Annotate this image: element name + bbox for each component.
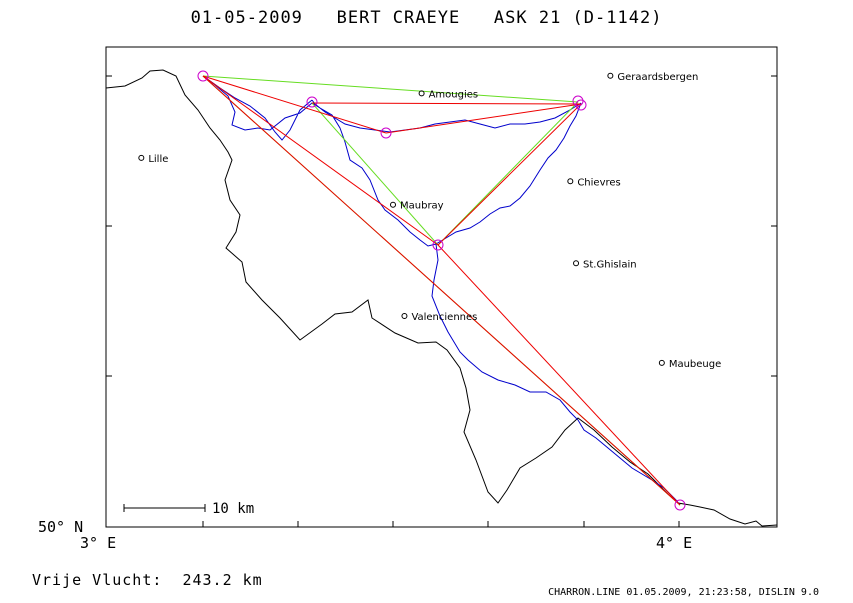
place-marker-maubray bbox=[390, 201, 396, 208]
place-label-stghislain: St.Ghislain bbox=[583, 259, 637, 270]
turnpoint-marker bbox=[674, 499, 686, 511]
scale-bar: 10 km bbox=[123, 501, 254, 517]
country-border bbox=[105, 69, 778, 527]
x-tick-label-3e: 3° E bbox=[80, 534, 116, 552]
flight-track bbox=[202, 75, 681, 506]
place-label-maubray: Maubray bbox=[400, 201, 444, 212]
turnpoints bbox=[197, 70, 686, 511]
turnpoint-marker bbox=[306, 96, 318, 108]
turnpoint-marker bbox=[575, 99, 587, 111]
place-label-maubeuge: Maubeuge bbox=[669, 359, 721, 370]
place-labels: Amougies Geraardsbergen Lille Chievres Maubr… bbox=[138, 72, 721, 370]
place-marker-lille bbox=[138, 154, 145, 161]
place-label-chievres: Chievres bbox=[577, 177, 620, 188]
footer-info: CHARRON.LINE 01.05.2009, 21:23:58, DISLI… bbox=[548, 587, 819, 598]
place-label-amougies: Amougies bbox=[429, 89, 479, 100]
place-label-lille: Lille bbox=[148, 154, 168, 165]
task-lines-red bbox=[202, 75, 681, 506]
place-marker-stghislain bbox=[573, 260, 580, 267]
turnpoint-marker bbox=[572, 95, 584, 107]
place-marker-amougies bbox=[418, 90, 425, 97]
place-label-geraardsbergen: Geraardsbergen bbox=[617, 72, 698, 83]
turnpoint-marker bbox=[380, 127, 392, 139]
place-marker-geraardsbergen bbox=[607, 72, 614, 79]
x-tick-label-4e: 4° E bbox=[656, 534, 692, 552]
turnpoint-marker bbox=[432, 239, 444, 251]
place-marker-maubeuge bbox=[658, 359, 665, 366]
turnpoint-marker bbox=[197, 70, 209, 82]
place-marker-chievres bbox=[567, 178, 574, 185]
flight-distance-summary: Vrije Vlucht: 243.2 km bbox=[32, 571, 263, 589]
place-label-valenciennes: Valenciennes bbox=[411, 312, 477, 323]
axis-ticks bbox=[106, 75, 777, 527]
scale-bar-label: 10 km bbox=[212, 501, 254, 517]
map-frame bbox=[105, 46, 778, 528]
page-title: 01-05-2009 BERT CRAEYE ASK 21 (D-1142) bbox=[190, 8, 663, 28]
place-marker-valenciennes bbox=[401, 313, 408, 320]
y-tick-label-50n: 50° N bbox=[38, 518, 83, 536]
